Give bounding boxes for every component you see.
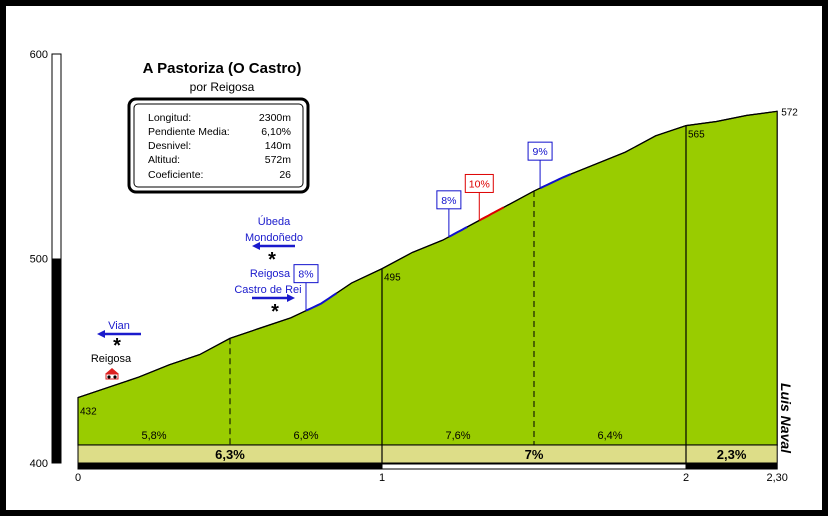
place-label-ubeda: Úbeda	[258, 215, 291, 228]
place-ubeda-mondonedo: Úbeda Mondoñedo *	[245, 215, 303, 271]
y-tick-label: 600	[30, 49, 48, 61]
segment-grade-label: 5,8%	[141, 430, 166, 442]
grade-marker-label: 10%	[469, 178, 490, 190]
elevation-profile-chart: A Pastoriza (O Castro) por Reigosa Longi…	[30, 49, 799, 484]
place-reigosa-castro-de-rei: Reigosa Castro de Rei *	[234, 268, 301, 323]
x-tick-label: 2	[683, 472, 689, 484]
stats-box: Longitud: 2300m Pendiente Media: 6,10% D…	[127, 97, 310, 194]
place-label-vian: Vian	[108, 320, 130, 332]
stat-value-desnivel: 140m	[265, 140, 292, 152]
stat-value-coeficiente: 26	[279, 169, 291, 181]
stat-label-coeficiente: Coeficiente:	[148, 169, 203, 181]
x-axis: 0 1 2 2,30	[75, 472, 788, 484]
house-icon	[105, 368, 119, 380]
km-scale-bar	[381, 463, 687, 470]
x-tick-label: 1	[379, 472, 385, 484]
x-tick-label: 0	[75, 472, 81, 484]
asterisk-icon: *	[268, 249, 276, 271]
grade-marker-label: 8%	[298, 269, 313, 281]
grade-marker-label: 8%	[441, 195, 456, 207]
place-reigosa: Reigosa	[91, 353, 132, 380]
stat-value-altitud: 572m	[265, 154, 292, 166]
segment-grade-label: 6,8%	[293, 430, 318, 442]
altitude-label: 565	[688, 130, 705, 141]
altitude-labels: 432 495 565 572	[80, 107, 798, 417]
grade-marker-box	[527, 141, 553, 161]
altitude-label: 495	[384, 273, 401, 284]
chart-panel: A Pastoriza (O Castro) por Reigosa Longi…	[6, 6, 822, 510]
y-axis: 400 500 600	[30, 49, 62, 470]
km-grade-label: 7%	[525, 447, 544, 462]
steep-stretch	[305, 292, 337, 312]
stat-label-pendiente: Pendiente Media:	[148, 126, 230, 138]
author-signature: Luis Naval	[778, 383, 794, 454]
place-label-castro-de-rei: Castro de Rei	[234, 284, 301, 296]
km-scale-bar	[77, 463, 383, 470]
steep-markers: 8% 8% 10% 9%	[293, 141, 571, 312]
grade-marker-box	[436, 190, 462, 210]
grade-marker-box	[293, 264, 319, 284]
place-vian: Vian *	[97, 320, 141, 357]
asterisk-icon: *	[113, 335, 121, 357]
grade-marker-box	[464, 173, 494, 193]
chart-subtitle: por Reigosa	[190, 80, 255, 94]
steep-stretch	[539, 173, 571, 190]
km-grade-label: 6,3%	[215, 447, 245, 462]
km-scale-bar	[685, 463, 778, 470]
y-tick-label: 400	[30, 458, 48, 470]
grade-marker-label: 9%	[532, 146, 547, 158]
place-label-mondonedo: Mondoñedo	[245, 232, 303, 244]
y-axis-bar-fill	[52, 258, 61, 463]
stat-value-pendiente: 6,10%	[261, 126, 291, 138]
steep-stretch	[448, 226, 468, 238]
arrow-left-icon	[252, 242, 295, 250]
stat-label-altitud: Altitud:	[148, 154, 180, 166]
asterisk-icon: *	[271, 301, 279, 323]
altitude-label: 572	[781, 107, 798, 118]
y-tick-label: 500	[30, 254, 48, 266]
place-label-reigosa-2: Reigosa	[250, 268, 291, 280]
altitude-label: 432	[80, 407, 97, 418]
stat-label-longitud: Longitud:	[148, 112, 191, 124]
profile-line	[77, 110, 778, 399]
steep-stretch	[478, 206, 505, 222]
x-tick-label: 2,30	[766, 472, 787, 484]
arrow-left-icon	[97, 330, 141, 338]
grade-band-bg	[77, 444, 778, 464]
chart-title: A Pastoriza (O Castro)	[143, 60, 302, 77]
km-grade-label: 2,3%	[717, 447, 747, 462]
arrow-right-icon	[252, 294, 295, 302]
grade-band: 6,3% 7% 2,3%	[77, 444, 778, 470]
stat-label-desnivel: Desnivel:	[148, 140, 191, 152]
segment-grade-label: 7,6%	[445, 430, 470, 442]
place-label-reigosa: Reigosa	[91, 353, 132, 365]
stat-value-longitud: 2300m	[259, 112, 291, 124]
profile-area: 5,8% 6,8% 7,6% 6,4%	[77, 110, 778, 446]
segment-grade-label: 6,4%	[597, 430, 622, 442]
